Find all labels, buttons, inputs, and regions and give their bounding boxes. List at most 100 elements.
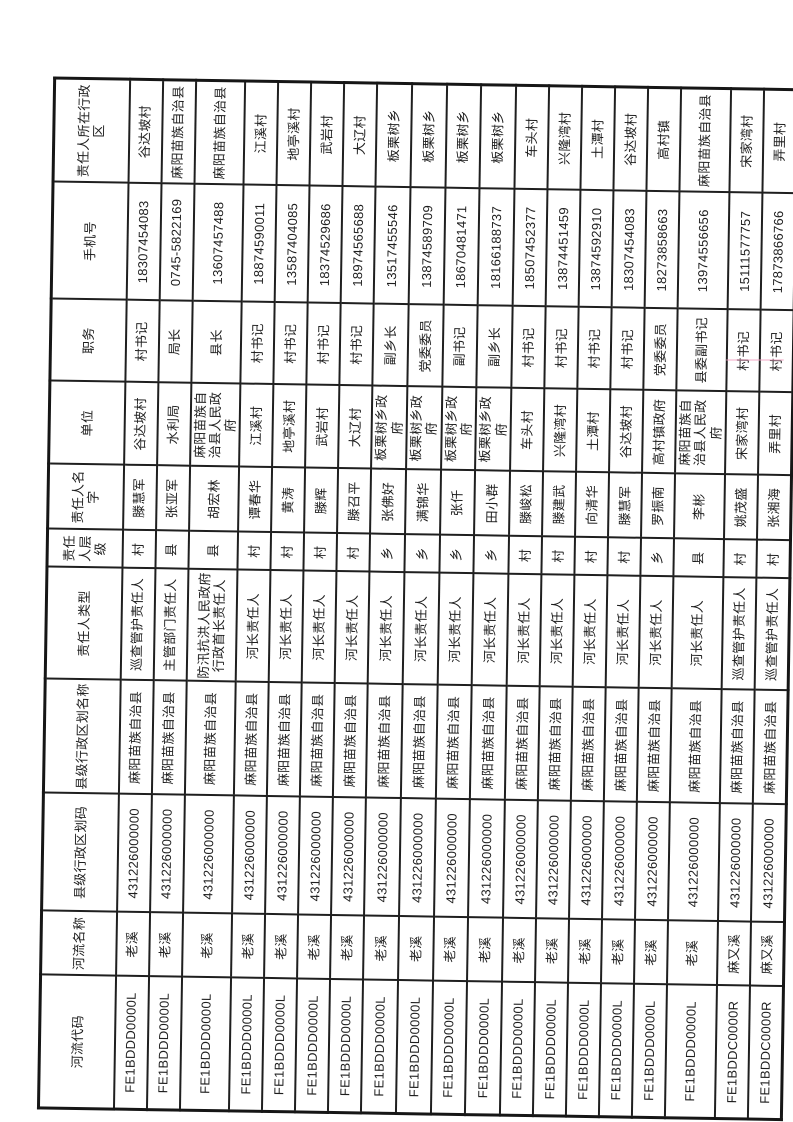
cell-resp-type: 河长责任人 <box>638 576 674 689</box>
cell-unit: 高村镇政府 <box>642 390 677 474</box>
cell-phone: 18374529686 <box>308 186 343 304</box>
cell-resp-region: 板栗树乡 <box>410 83 447 189</box>
cell-phone: 13874592910 <box>578 190 614 308</box>
cell-county-code: 431226000000 <box>602 801 637 921</box>
cell-resp-name: 姚茂盛 <box>724 474 759 541</box>
cell-resp-level: 村 <box>270 532 305 571</box>
cell-position: 党委委员 <box>643 308 678 391</box>
cell-resp-level: 县 <box>187 531 239 570</box>
cell-phone: 13874589709 <box>408 187 446 306</box>
cell-river-code: FE1BDDD0000L <box>262 978 298 1112</box>
column-header-resp-type: 责任人类型 <box>45 566 122 681</box>
cell-position: 县长 <box>190 301 243 384</box>
cell-resp-level: 乡 <box>640 538 675 577</box>
cell-resp-region: 江溪村 <box>243 81 279 186</box>
cell-resp-type: 巡查管护责任人 <box>120 568 155 681</box>
cell-county-code: 431226000000 <box>536 800 571 920</box>
table-body: FE1BDDD0000L 老溪 431226000000 麻阳苗族自治县 巡查管护责任人… <box>113 79 793 1120</box>
cell-phone: 18874590011 <box>242 184 277 303</box>
cell-unit: 板栗树乡政府 <box>475 387 512 472</box>
cell-phone: 18507452377 <box>512 189 548 307</box>
cell-county-code: 431226000000 <box>399 798 436 918</box>
cell-county-code: 431226000000 <box>265 796 301 915</box>
cell-position: 县委副书记 <box>676 308 728 392</box>
cell-river-code: FE1BDDD0000L <box>229 977 265 1112</box>
cell-unit: 宋家湾村 <box>725 391 760 476</box>
cell-resp-type: 河长责任人 <box>402 572 440 686</box>
cell-unit: 麻阳苗族自治县人民政府 <box>189 383 241 467</box>
cell-resp-type: 河长责任人 <box>302 570 337 684</box>
cell-river-code: FE1BDDD0000L <box>328 979 364 1113</box>
cell-river-name: 老溪 <box>667 920 719 986</box>
cell-county-name: 麻阳苗族自治县 <box>603 687 639 803</box>
cell-unit: 江溪村 <box>239 383 274 468</box>
cell-position: 副乡长 <box>372 304 409 387</box>
cell-resp-name: 滕慧军 <box>122 465 157 531</box>
cell-phone: 13974556656 <box>677 191 730 310</box>
cell-resp-type: 河长责任人 <box>605 575 641 689</box>
cell-unit: 地亭溪村 <box>272 384 307 469</box>
cell-county-name: 麻阳苗族自治县 <box>636 688 672 803</box>
cell-county-code: 431226000000 <box>331 797 367 916</box>
cell-unit: 板栗树乡政府 <box>371 386 408 470</box>
column-header-resp-region: 责任人所在行政区 <box>53 78 130 184</box>
column-header-county-code: 县级行政区划码 <box>41 792 119 913</box>
cell-unit: 谷达坡村 <box>609 389 644 474</box>
cell-resp-type: 主管部门责任人 <box>153 568 188 682</box>
cell-river-name: 老溪 <box>148 912 183 978</box>
cell-phone: 15111577757 <box>727 192 763 311</box>
cell-river-code: FE1BDDD0000L <box>113 976 149 1110</box>
cell-river-name: 老溪 <box>432 917 469 982</box>
cell-resp-name: 张湘海 <box>757 475 792 541</box>
cell-river-name: 老溪 <box>330 915 365 980</box>
cell-phone: 18307454083 <box>126 183 162 301</box>
cell-resp-type: 河长责任人 <box>335 571 370 685</box>
cell-resp-level: 村 <box>336 533 371 573</box>
cell-resp-name: 张佛好 <box>370 469 407 535</box>
cell-county-code: 431226000000 <box>364 797 402 917</box>
cell-position: 村书记 <box>511 306 546 389</box>
column-header-river-code: 河流代码 <box>38 974 116 1110</box>
cell-phone: 13874451459 <box>545 189 581 308</box>
cell-county-name: 麻阳苗族自治县 <box>537 686 573 802</box>
cell-resp-name: 罗振南 <box>641 473 676 539</box>
cell-resp-type: 河长责任人 <box>236 569 271 683</box>
cell-river-code: FE1BDDD0000L <box>465 981 503 1116</box>
cell-river-name: 老溪 <box>568 919 603 984</box>
cell-county-code: 431226000000 <box>751 804 786 923</box>
cell-unit: 大辽村 <box>338 385 373 470</box>
cell-unit: 弄里村 <box>758 392 793 476</box>
cell-river-name: 老溪 <box>231 913 266 979</box>
column-header-resp-name: 责任人名字 <box>47 463 124 531</box>
cell-position: 村书记 <box>273 302 309 386</box>
cell-resp-type: 河长责任人 <box>506 574 542 687</box>
cell-position: 村书记 <box>759 310 793 393</box>
cell-county-code: 431226000000 <box>635 802 670 921</box>
cell-county-code: 431226000000 <box>149 794 185 914</box>
cell-resp-name: 谭春华 <box>238 466 273 533</box>
cell-resp-name: 向清华 <box>575 472 610 538</box>
cell-resp-level: 村 <box>508 536 543 575</box>
cell-county-name: 麻阳苗族自治县 <box>333 683 369 798</box>
cell-resp-level: 村 <box>121 530 156 569</box>
cell-resp-level: 村 <box>574 537 609 576</box>
cell-resp-region: 板栗树乡 <box>479 84 517 190</box>
cell-resp-region: 土潭村 <box>580 86 616 191</box>
column-header-unit: 单位 <box>48 380 125 466</box>
cell-position: 村书记 <box>306 303 342 386</box>
cell-river-name: 老溪 <box>502 918 537 983</box>
cell-resp-region: 弄里村 <box>762 89 793 194</box>
cell-county-code: 431226000000 <box>718 803 753 923</box>
cell-county-name: 麻阳苗族自治县 <box>752 690 788 805</box>
cell-unit: 车头村 <box>510 388 545 472</box>
cell-resp-region: 地亭溪村 <box>276 81 312 187</box>
cell-resp-region: 麻阳苗族自治县 <box>194 80 246 185</box>
cell-phone: 13517455546 <box>374 187 411 305</box>
cell-resp-region: 兴隆湾村 <box>547 85 583 191</box>
cell-resp-region: 板栗树乡 <box>375 83 413 188</box>
cell-position: 局长 <box>157 300 193 384</box>
cell-position: 副乡长 <box>476 305 513 389</box>
cell-unit: 麻阳苗族自治县人民政府 <box>675 390 727 475</box>
cell-resp-type: 河长责任人 <box>437 573 474 686</box>
